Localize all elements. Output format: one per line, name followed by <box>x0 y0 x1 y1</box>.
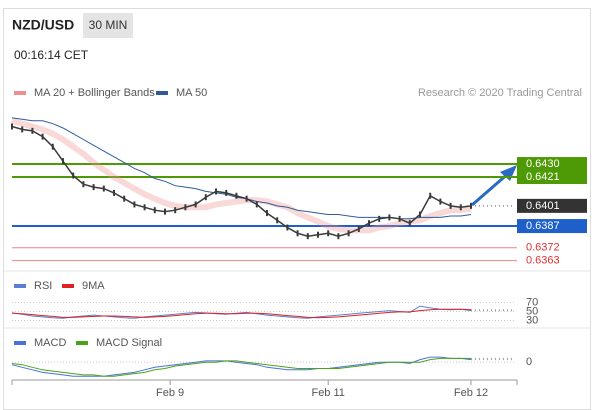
legend-swatch <box>14 341 26 345</box>
legend-label: 9MA <box>82 280 105 292</box>
legend-swatch <box>76 341 88 345</box>
symbol: NZD/USD <box>12 17 74 33</box>
level-label: 0.6363 <box>526 255 560 267</box>
legend-label: RSI <box>34 280 52 292</box>
frame <box>3 8 591 410</box>
series-line <box>11 117 472 234</box>
time: 00:16:14 CET <box>14 48 89 62</box>
y-tick-label: 0 <box>526 356 532 368</box>
arrow-head <box>500 165 517 181</box>
x-tick-label: Feb 9 <box>156 387 184 399</box>
level-label: 0.6430 <box>526 158 560 170</box>
y-tick-label: 70 <box>526 296 538 308</box>
legend-label: MA 50 <box>176 87 207 99</box>
level-box <box>517 198 587 213</box>
level-label: 0.6401 <box>526 200 560 212</box>
level-label: 0.6372 <box>526 242 560 254</box>
legend-label: MA 20 + Bollinger Bands <box>34 87 155 99</box>
y-tick-label: 30 <box>526 314 538 326</box>
level-box <box>517 157 587 172</box>
series-line <box>11 357 471 377</box>
x-tick-label: Feb 12 <box>454 387 488 399</box>
timeframe-box <box>83 13 133 38</box>
legend-swatch <box>14 284 26 288</box>
level-box <box>517 170 587 185</box>
source: Research © 2020 Trading Central <box>418 87 582 99</box>
legend-swatch <box>14 91 26 95</box>
price-line <box>11 125 472 237</box>
x-tick-label: Feb 11 <box>311 387 344 399</box>
level-box <box>517 219 587 234</box>
legend-swatch <box>62 284 74 288</box>
y-tick-label: 50 <box>526 305 538 317</box>
level-label: 0.6387 <box>526 220 560 232</box>
series-line <box>11 305 472 319</box>
legend-label: MACD <box>34 337 66 349</box>
legend-swatch <box>156 91 168 95</box>
series-line <box>11 308 472 319</box>
legend-label: MACD Signal <box>96 337 162 349</box>
level-label: 0.6421 <box>526 171 560 183</box>
timeframe: 30 MIN <box>89 18 128 32</box>
